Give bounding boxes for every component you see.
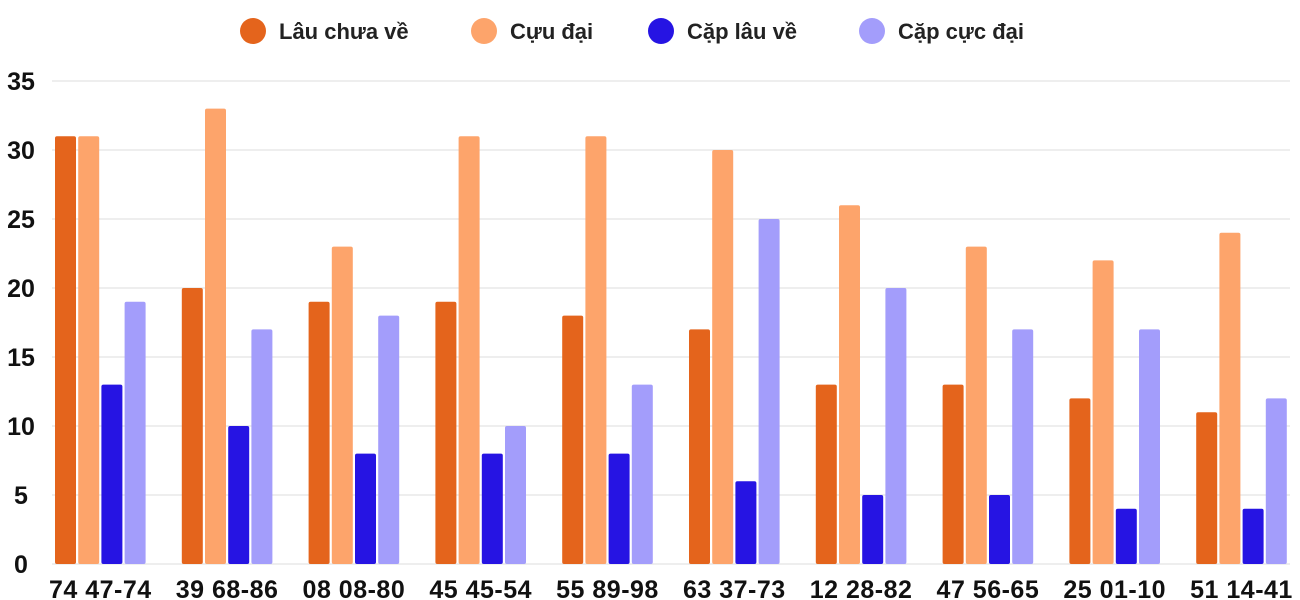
y-tick-label: 0: [14, 551, 28, 579]
x-category-label: 63 37-73: [683, 576, 786, 600]
legend-swatch: [648, 18, 674, 44]
bar: [435, 301, 457, 564]
bar: [251, 329, 273, 564]
legend-item: Lâu chưa về: [240, 18, 409, 44]
x-category-label: 51 14-41: [1190, 576, 1293, 600]
x-category-label: 39 68-86: [176, 576, 279, 600]
bar: [735, 481, 757, 564]
y-tick-label: 5: [14, 482, 28, 510]
bar: [458, 136, 480, 564]
bar: [1242, 508, 1264, 564]
y-tick-label: 25: [7, 206, 35, 234]
bar: [355, 453, 376, 564]
bar: [585, 136, 607, 564]
y-tick-label: 10: [7, 413, 35, 441]
legend-label: Lâu chưa về: [279, 19, 409, 44]
legend-item: Cặp cực đại: [859, 18, 1024, 44]
y-tick-label: 20: [7, 275, 35, 303]
x-category-label: 74 47-74: [49, 576, 152, 600]
y-tick-label: 30: [7, 137, 35, 165]
bar: [101, 384, 123, 564]
legend-item: Cặp lâu về: [648, 18, 797, 44]
bar: [1139, 329, 1160, 564]
legend-item: Cựu đại: [471, 18, 593, 44]
bar: [505, 426, 526, 564]
bar: [181, 288, 203, 564]
x-category-label: 25 01-10: [1063, 576, 1166, 600]
bar: [815, 384, 837, 564]
chart-bars: [55, 108, 1287, 565]
x-category-label: 08 08-80: [303, 576, 406, 600]
legend-label: Cặp lâu về: [687, 19, 797, 44]
bar: [1196, 412, 1218, 564]
bar: [712, 150, 734, 564]
y-tick-label: 15: [7, 344, 35, 372]
bar: [205, 108, 226, 564]
bar: [1012, 329, 1034, 564]
legend-swatch: [471, 18, 497, 44]
bar: [378, 315, 400, 564]
bar: [124, 301, 146, 564]
x-category-label: 55 89-98: [556, 576, 659, 600]
bar: [965, 246, 987, 564]
bar: [228, 426, 250, 564]
chart-legend: Lâu chưa về Cựu đại Cặp lâu về Cặp cực đại: [240, 18, 1024, 44]
bar: [839, 205, 860, 564]
x-category-label: 12 28-82: [810, 576, 913, 600]
bar: [55, 136, 76, 564]
y-axis: 0 5 10 15 20 25 30 35: [7, 68, 35, 579]
legend-label: Cựu đại: [510, 19, 593, 44]
bar: [1092, 260, 1114, 564]
bar: [689, 329, 710, 564]
bar: [1069, 398, 1091, 564]
bar: [481, 453, 503, 564]
y-tick-label: 35: [7, 68, 35, 96]
bar: [308, 301, 330, 564]
bar: [942, 384, 964, 564]
x-axis: 74 47-74 39 68-86 08 08-80 45 45-54 55 89-98…: [49, 576, 1293, 600]
bar: [562, 315, 584, 564]
bar: [631, 384, 653, 564]
x-category-label: 47 56-65: [937, 576, 1040, 600]
bar: [758, 219, 780, 564]
legend-swatch: [240, 18, 266, 44]
bar: [608, 453, 630, 564]
bar: [1265, 398, 1287, 564]
bar: [1115, 508, 1137, 564]
bar: [989, 495, 1010, 564]
legend-label: Cặp cực đại: [898, 19, 1024, 44]
bar: [78, 136, 100, 564]
bar: [1219, 232, 1241, 565]
legend-swatch: [859, 18, 885, 44]
bar: [862, 495, 884, 564]
bar: [885, 288, 907, 564]
bar: [331, 246, 353, 564]
x-category-label: 45 45-54: [429, 576, 532, 600]
